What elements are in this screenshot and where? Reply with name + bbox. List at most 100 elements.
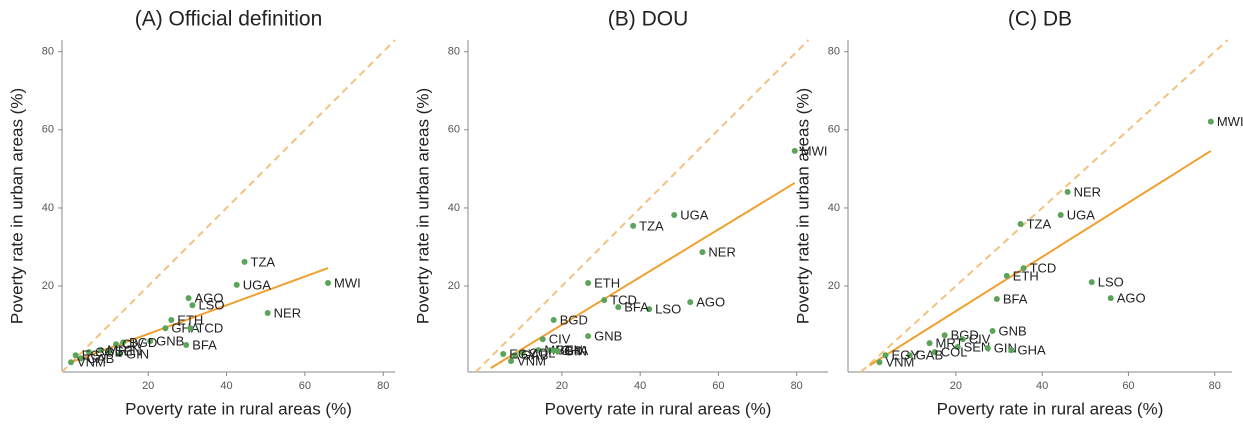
point-label: MWI bbox=[801, 143, 828, 158]
point-label: GHA bbox=[560, 343, 589, 358]
diagonal-line bbox=[475, 39, 810, 373]
point-label: NER bbox=[1074, 184, 1101, 199]
point-label: MWI bbox=[1217, 114, 1243, 129]
point bbox=[1207, 118, 1214, 125]
panel-title: (B) DOU bbox=[608, 8, 689, 31]
point-label: VNM bbox=[517, 354, 546, 369]
fit-line bbox=[70, 267, 329, 364]
x-axis-label: Poverty rate in rural areas (%) bbox=[937, 399, 1164, 418]
point bbox=[519, 350, 526, 357]
point bbox=[233, 281, 240, 288]
x-axis-label: Poverty rate in rural areas (%) bbox=[545, 399, 772, 418]
point-label: AGO bbox=[195, 291, 224, 306]
point bbox=[189, 302, 196, 309]
point-label: GHA bbox=[171, 321, 200, 336]
point-label: TCD bbox=[196, 321, 223, 336]
point bbox=[77, 355, 84, 362]
point-label: NER bbox=[708, 245, 735, 260]
point-label: MRT bbox=[107, 343, 135, 358]
point-label: EGY bbox=[82, 348, 110, 363]
point bbox=[550, 317, 557, 324]
point bbox=[187, 325, 194, 332]
point bbox=[1064, 188, 1071, 195]
point bbox=[1017, 220, 1024, 227]
x-tick-label: 20 bbox=[142, 380, 154, 392]
point-label: TZA bbox=[251, 254, 276, 269]
x-tick-label: 60 bbox=[712, 380, 724, 392]
point-label: MWI bbox=[334, 275, 361, 290]
point-label: BGD bbox=[560, 312, 588, 327]
point-label: COL bbox=[941, 345, 968, 360]
point bbox=[185, 295, 192, 302]
point-label: GNB bbox=[999, 323, 1027, 338]
point-label: GNB bbox=[156, 334, 184, 349]
point-label: EGY bbox=[509, 346, 537, 361]
point bbox=[1020, 265, 1027, 272]
point bbox=[1008, 347, 1015, 354]
point-label: COL bbox=[95, 345, 122, 360]
point-label: GNB bbox=[594, 329, 622, 344]
point bbox=[116, 351, 123, 358]
point-label: BFA bbox=[624, 300, 649, 315]
point bbox=[585, 333, 592, 340]
point-label: LSO bbox=[655, 302, 681, 317]
point-label: UGA bbox=[680, 207, 709, 222]
point-label: ETH bbox=[1013, 268, 1039, 283]
point-label: GAB bbox=[87, 351, 114, 366]
y-tick-label: 40 bbox=[42, 202, 54, 214]
y-tick-label: 20 bbox=[828, 280, 840, 292]
point-label: VNM bbox=[77, 355, 106, 370]
point-label: GHA bbox=[1018, 343, 1047, 358]
point bbox=[72, 352, 79, 359]
point bbox=[508, 358, 515, 365]
point-label: TCD bbox=[610, 293, 637, 308]
point-label: AGO bbox=[696, 295, 725, 310]
point bbox=[551, 347, 558, 354]
diagonal-line bbox=[860, 39, 1229, 373]
x-tick-label: 40 bbox=[1036, 380, 1048, 392]
point bbox=[989, 327, 996, 334]
point bbox=[646, 306, 653, 313]
point bbox=[941, 332, 948, 339]
point-label: GAB bbox=[916, 348, 943, 363]
x-tick-label: 80 bbox=[1209, 380, 1221, 392]
point-label: TZA bbox=[639, 218, 664, 233]
point bbox=[168, 317, 175, 324]
point-label: GAB bbox=[521, 348, 548, 363]
point bbox=[699, 249, 706, 256]
point-label: ETH bbox=[177, 312, 203, 327]
point bbox=[1088, 279, 1095, 286]
y-tick-label: 40 bbox=[828, 202, 840, 214]
point bbox=[1107, 295, 1114, 302]
panel-title: (C) DB bbox=[1008, 8, 1072, 31]
point bbox=[906, 352, 913, 359]
fit-line bbox=[869, 150, 1212, 367]
x-tick-label: 40 bbox=[634, 380, 646, 392]
y-tick-label: 80 bbox=[42, 46, 54, 58]
fit-line bbox=[490, 182, 796, 369]
y-tick-label: 60 bbox=[42, 124, 54, 136]
point bbox=[325, 279, 332, 286]
point bbox=[162, 325, 169, 332]
point bbox=[931, 349, 938, 356]
y-tick-label: 80 bbox=[828, 46, 840, 58]
point bbox=[535, 347, 542, 354]
point bbox=[147, 338, 154, 345]
panel-title: (A) Official definition bbox=[135, 8, 323, 31]
point-label: UGA bbox=[1067, 207, 1096, 222]
diagonal-line bbox=[61, 39, 396, 373]
x-tick-label: 40 bbox=[220, 380, 232, 392]
point-label: TCD bbox=[1030, 261, 1057, 276]
point bbox=[511, 352, 518, 359]
x-tick-label: 60 bbox=[1122, 380, 1134, 392]
point-label: LSO bbox=[1098, 275, 1124, 290]
point-label: GIN bbox=[126, 346, 149, 361]
point bbox=[500, 351, 507, 358]
point bbox=[926, 340, 933, 347]
point bbox=[585, 279, 592, 286]
point bbox=[106, 348, 113, 355]
point bbox=[98, 347, 105, 354]
point bbox=[993, 295, 1000, 302]
